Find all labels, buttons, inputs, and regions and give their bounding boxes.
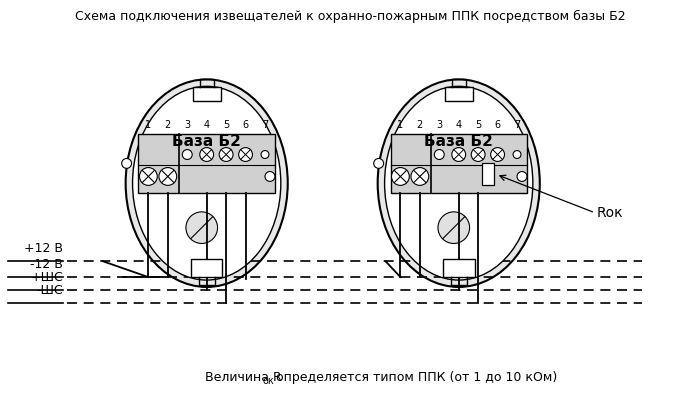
Bar [191, 259, 223, 277]
Text: определяется типом ППК (от 1 до 10 кОм): определяется типом ППК (от 1 до 10 кОм) [272, 371, 557, 384]
Circle shape [139, 168, 158, 185]
Text: 4: 4 [456, 120, 462, 130]
Circle shape [434, 150, 444, 160]
Text: 6: 6 [242, 120, 248, 130]
Circle shape [265, 172, 275, 181]
Circle shape [219, 148, 233, 162]
Text: База Б2: База Б2 [172, 134, 241, 149]
Circle shape [261, 150, 269, 158]
Text: Rок: Rок [597, 206, 624, 220]
Circle shape [452, 148, 466, 162]
Text: 7: 7 [262, 120, 268, 130]
Text: 3: 3 [436, 120, 442, 130]
Circle shape [239, 148, 253, 162]
Circle shape [391, 168, 409, 185]
Circle shape [182, 150, 192, 160]
Text: ок: ок [262, 376, 274, 386]
Text: +ШС: +ШС [31, 271, 64, 284]
Text: 7: 7 [514, 120, 520, 130]
Circle shape [186, 212, 218, 244]
Ellipse shape [384, 86, 533, 280]
Text: 2: 2 [164, 120, 171, 130]
Bar [482, 164, 494, 185]
Circle shape [517, 172, 527, 181]
Ellipse shape [125, 80, 288, 287]
Circle shape [199, 148, 213, 162]
Text: +12 В: +12 В [25, 242, 64, 256]
Circle shape [491, 148, 505, 162]
Text: 5: 5 [475, 120, 482, 130]
Circle shape [159, 168, 176, 185]
Text: -ШС: -ШС [36, 284, 64, 297]
Bar [445, 87, 472, 101]
Text: 1: 1 [146, 120, 151, 130]
Text: 2: 2 [416, 120, 423, 130]
Circle shape [122, 158, 132, 168]
Text: 6: 6 [494, 120, 500, 130]
Bar [443, 259, 475, 277]
Bar [139, 134, 275, 193]
Text: 3: 3 [184, 120, 190, 130]
Ellipse shape [378, 80, 540, 287]
Text: Величина R: Величина R [204, 371, 281, 384]
Circle shape [513, 150, 521, 158]
Bar [391, 134, 527, 193]
Text: База Б2: База Б2 [424, 134, 494, 149]
Text: -12 В: -12 В [31, 258, 64, 271]
Ellipse shape [132, 86, 281, 280]
Text: Схема подключения извещателей к охранно-пожарным ППК посредством базы Б2: Схема подключения извещателей к охранно-… [75, 10, 625, 23]
Circle shape [471, 148, 485, 162]
Circle shape [438, 212, 470, 244]
Text: 4: 4 [204, 120, 210, 130]
Text: 1: 1 [398, 120, 403, 130]
Text: 5: 5 [223, 120, 229, 130]
Circle shape [411, 168, 428, 185]
Circle shape [374, 158, 384, 168]
Bar [193, 87, 220, 101]
